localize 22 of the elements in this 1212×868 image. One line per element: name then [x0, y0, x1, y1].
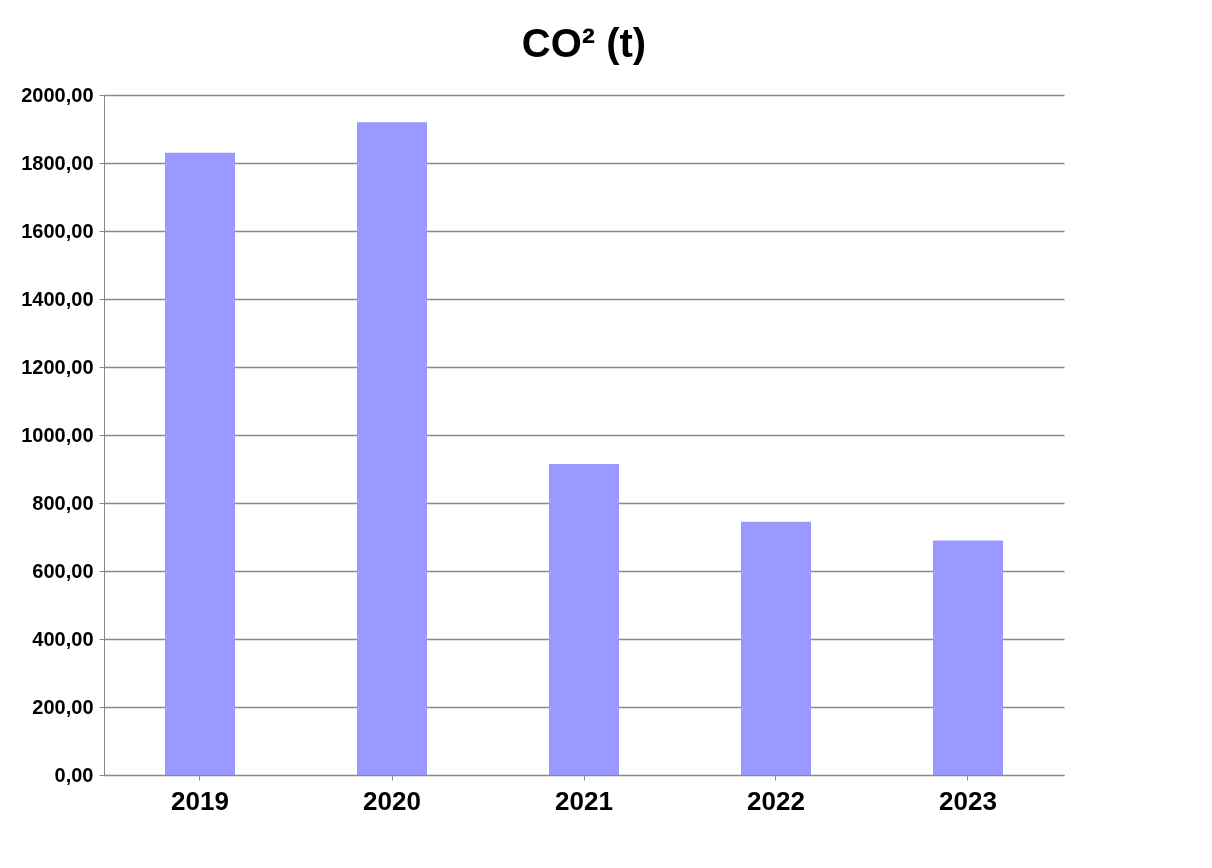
bar: [549, 463, 619, 775]
bar: [933, 540, 1003, 775]
y-tick-label: 1400,00: [21, 287, 94, 310]
y-tick-label: 400,00: [32, 627, 94, 650]
y-tick-label: 1200,00: [21, 355, 94, 378]
y-tick-label: 1000,00: [21, 423, 94, 446]
bar: [357, 122, 427, 775]
y-tick-label: 0,00: [54, 763, 94, 786]
y-tick-label: 200,00: [32, 695, 94, 718]
bar: [741, 521, 811, 775]
x-tick-label: 2020: [363, 785, 421, 816]
bar: [165, 152, 235, 775]
y-tick-label: 2000,00: [21, 83, 94, 106]
x-tick-label: 2022: [747, 785, 805, 816]
x-tick-label: 2021: [555, 785, 613, 816]
x-tick-label: 2019: [171, 785, 229, 816]
y-tick-label: 1600,00: [21, 219, 94, 242]
y-tick-label: 800,00: [32, 491, 94, 514]
chart-title: CO² (t): [521, 21, 647, 65]
x-tick-label: 2023: [939, 785, 997, 816]
y-tick-label: 600,00: [32, 559, 94, 582]
y-tick-label: 1800,00: [21, 151, 94, 174]
